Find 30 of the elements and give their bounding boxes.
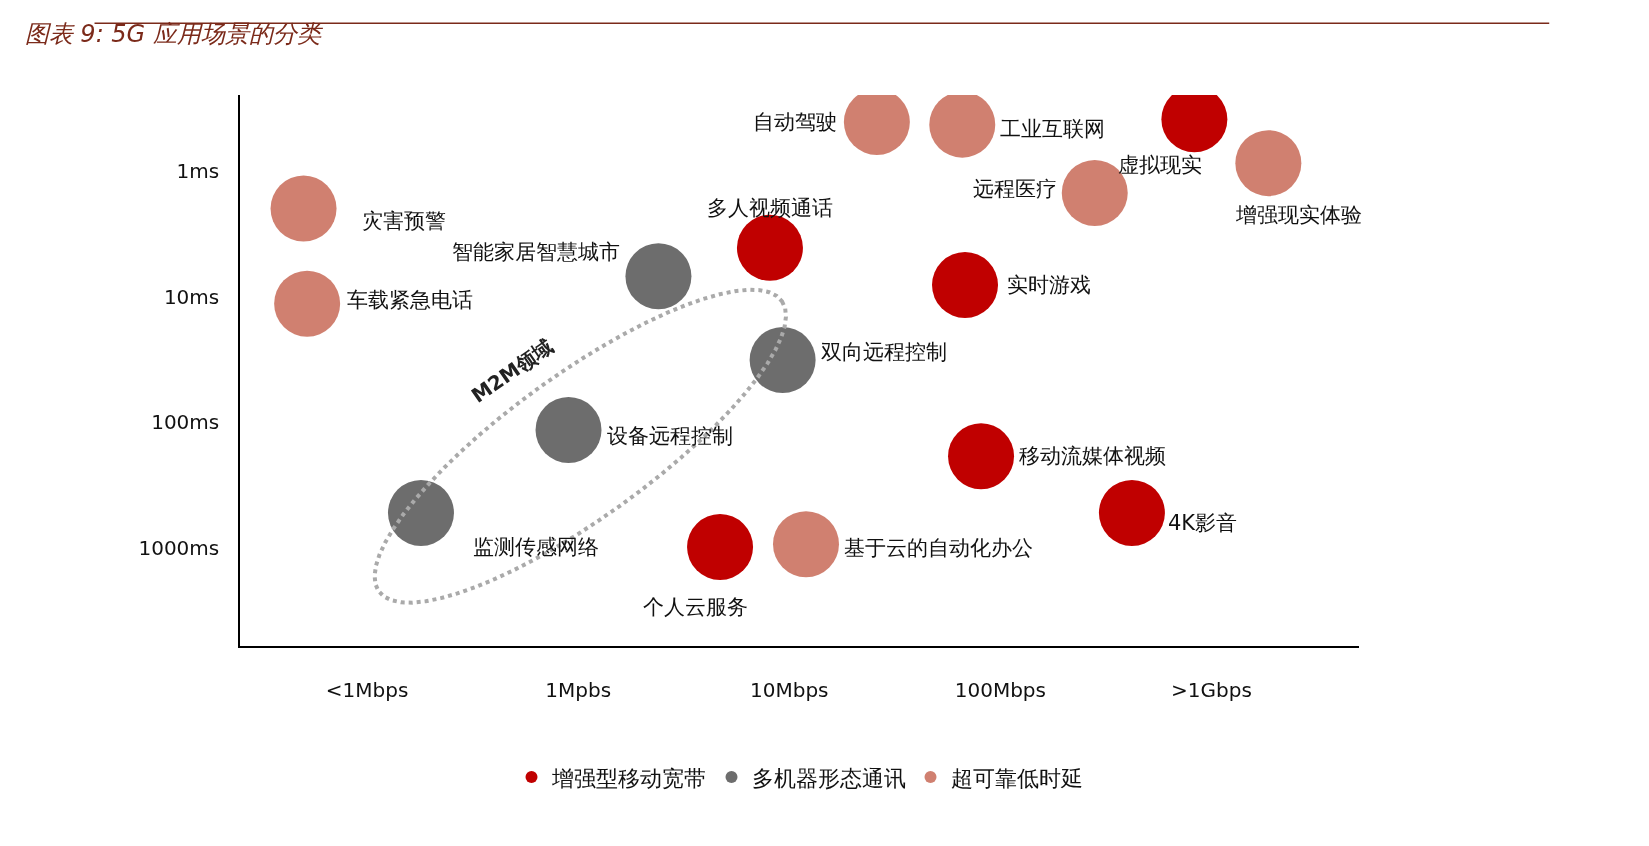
annotation: 移动流媒体视频 [1019, 444, 1166, 468]
annotation: 基于云的自动化办公 [844, 536, 1033, 560]
annotation: 远程医疗 [973, 177, 1057, 201]
annotation: 增强现实体验 [1235, 203, 1362, 227]
annotation: 多人视频通话 [707, 196, 833, 220]
annotation: 工业互联网 [1000, 117, 1105, 141]
chart-title: 图表 9: 5G 应用场景的分类 [24, 20, 324, 49]
x-tick-label: <1Mbps [325, 677, 409, 702]
annotation: 车载紧急电话 [347, 288, 473, 312]
x-tick-label: 10Mbps [750, 677, 829, 702]
y-tick-label: 1000ms [138, 536, 220, 561]
annotation: 灾害预警 [362, 209, 446, 233]
y-tick-label: 1ms [176, 158, 220, 183]
annotation: 双向远程控制 [821, 340, 947, 364]
annotation: 个人云服务 [643, 595, 748, 619]
annotation: 智能家居智慧城市 [452, 240, 620, 264]
y-tick-label: 10ms [163, 284, 220, 309]
legend-label: 超可靠低时延 [950, 765, 1083, 791]
legend-label: 多机器形态通讯 [751, 765, 906, 791]
x-tick-label: 1Mpbs [545, 677, 612, 702]
y-tick-label: 100ms [151, 410, 220, 435]
annotation: 实时游戏 [1007, 273, 1091, 297]
annotation: 自动驾驶 [753, 110, 837, 134]
x-tick-label: 100Mbps [954, 677, 1046, 702]
legend-label: 增强型移动宽带 [550, 765, 706, 791]
annotation: 4K影音 [1168, 511, 1238, 535]
annotation: 设备远程控制 [607, 424, 733, 448]
annotation: 监测传感网络 [473, 535, 599, 559]
annotation: 虚拟现实 [1118, 153, 1202, 177]
x-tick-label: >1Gbps [1171, 677, 1252, 702]
